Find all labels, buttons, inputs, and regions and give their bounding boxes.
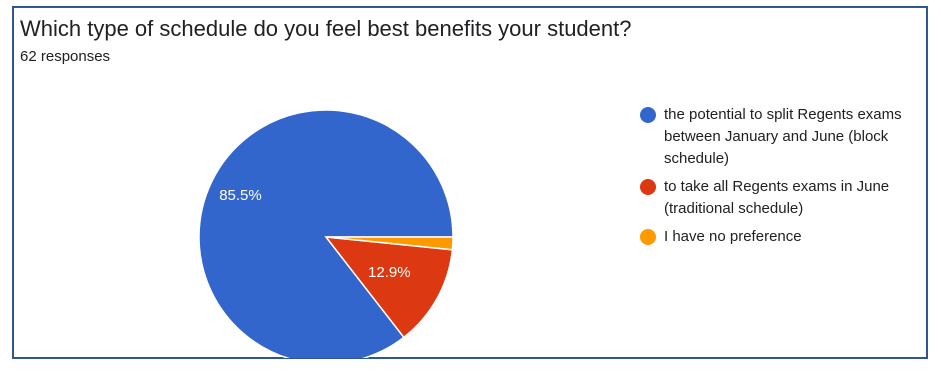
legend-label: I have no preference [664,228,802,245]
chart-card: Which type of schedule do you feel best … [12,6,928,359]
chart-title: Which type of schedule do you feel best … [20,16,632,41]
legend-item-1: the potential to split Regents exams bet… [640,104,930,170]
legend-label: the potential to split Regents exams bet… [664,106,902,167]
pie-slice-3 [325,236,454,251]
slice-label-2: 12.9% [368,264,411,281]
legend-item-3: I have no preference [640,226,930,248]
slice-label-1: 85.5% [219,187,262,204]
legend-dot-icon [640,179,656,195]
pie-slice-2 [324,236,454,339]
legend-dot-icon [640,229,656,245]
pie-chart: 85.5% 12.9% [198,109,454,358]
response-count: 62 responses [20,48,111,65]
legend-dot-icon [640,107,656,123]
legend-label: to take all Regents exams in June (tradi… [664,178,890,217]
pie-slice-1 [198,109,454,358]
legend-item-2: to take all Regents exams in June (tradi… [640,176,930,220]
chart-legend: the potential to split Regents exams bet… [640,104,930,254]
